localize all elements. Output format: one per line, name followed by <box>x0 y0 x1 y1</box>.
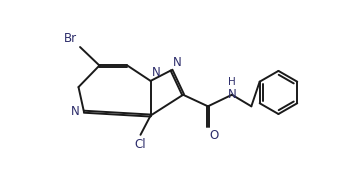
Text: O: O <box>209 130 219 142</box>
Text: N: N <box>152 66 161 79</box>
Text: N: N <box>173 56 182 69</box>
Text: Cl: Cl <box>135 138 146 151</box>
Text: Br: Br <box>64 32 77 46</box>
Text: N: N <box>228 87 236 101</box>
Text: N: N <box>71 105 80 118</box>
Text: H: H <box>228 77 236 87</box>
